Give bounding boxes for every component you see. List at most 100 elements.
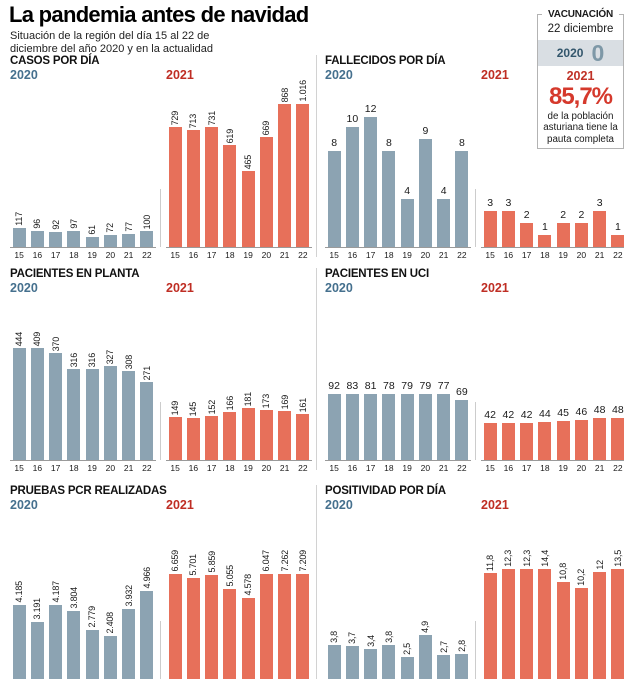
subtitle-line-1: Situación de la región del día 15 al 22 …: [10, 30, 210, 42]
bar-2020-day-21: [437, 394, 451, 460]
bar-value-label: 46: [575, 406, 588, 418]
bar-value-label: 92: [50, 220, 61, 230]
bar-column-2020-21: 77: [435, 380, 453, 460]
bar-value-label: 79: [419, 380, 432, 392]
bar-column-2020-20: 79: [416, 380, 434, 460]
bar-value-label: 166: [224, 395, 235, 410]
panel-title: POSITIVIDAD POR DÍA: [325, 485, 446, 497]
bar-column-2021-16: 5.701: [184, 550, 202, 679]
bar-value-label: 117: [14, 212, 25, 226]
x-axis-days-2020: 15 16 17 18 19 20 21 22: [325, 463, 471, 473]
day-tick-label: 17: [206, 250, 217, 260]
panel-title: CASOS POR DÍA: [10, 55, 100, 67]
bar-column-2021-17: 42: [518, 380, 536, 460]
bar-2021-day-22: [611, 235, 624, 247]
bar-column-2021-22: 7.209: [294, 550, 312, 679]
bar-value-label: 81: [364, 380, 377, 392]
bar-2020-day-18: [382, 151, 396, 247]
bar-2020-day-22: [140, 382, 154, 460]
bar-chart-2020: 444 409 370 316 316 327 308 271: [10, 332, 156, 461]
bar-value-label: 1: [541, 221, 548, 233]
bar-2021-day-19: [241, 598, 255, 679]
bar-2021-day-19: [556, 421, 570, 460]
day-tick-label: 17: [365, 463, 376, 473]
bar-2021-day-21: [593, 572, 607, 679]
bar-2021-day-22: [296, 103, 310, 247]
bar-value-label: 181: [243, 391, 254, 406]
bar-value-label: 4,9: [420, 621, 431, 633]
bar-2021-day-17: [205, 575, 219, 679]
day-tick-label: 19: [243, 250, 253, 260]
vaccination-2021-block: 2021 85,7% de la población asturiana tie…: [538, 66, 623, 145]
bar-value-label: 4.966: [141, 567, 152, 589]
bar-column-2020-18: 3.804: [65, 550, 83, 679]
mini-chart-separator: [160, 402, 161, 460]
bar-value-label: 5.055: [224, 565, 235, 587]
bar-value-label: 44: [539, 408, 551, 420]
series-label-2021: 2021: [166, 281, 194, 295]
vaccination-2021-value: 85,7%: [548, 82, 613, 110]
day-tick-label: 16: [188, 463, 199, 473]
day-tick-label: 21: [438, 250, 449, 260]
bar-column-2021-21: 48: [591, 380, 609, 460]
bar-value-label: 14,4: [539, 550, 550, 567]
mini-chart-separator: [475, 621, 476, 679]
day-tick-label: 18: [540, 250, 550, 260]
bar-2021-day-15: [483, 573, 497, 679]
bar-2021-day-15: [483, 211, 497, 247]
bar-column-2020-15: 117: [10, 80, 28, 247]
bar-2021-day-21: [593, 211, 607, 247]
series-label-2020: 2020: [10, 68, 38, 82]
bar-value-label: 1.016: [297, 80, 308, 102]
bar-2020-day-17: [364, 117, 378, 247]
day-tick-label: 21: [123, 250, 134, 260]
day-tick-label: 17: [50, 250, 61, 260]
bar-value-label: 465: [243, 154, 254, 169]
bar-value-label: 2,7: [438, 641, 449, 653]
bar-value-label: 316: [68, 352, 79, 367]
day-tick-label: 19: [402, 463, 412, 473]
x-axis-days-2021: 15 16 17 18 19 20 21 22: [481, 463, 624, 473]
day-tick-label: 20: [261, 463, 272, 473]
bar-2021-day-19: [556, 223, 570, 247]
bar-value-label: 3,8: [329, 631, 340, 643]
bar-2021-day-15: [168, 417, 182, 460]
bar-column-2021-22: 13,5: [609, 550, 624, 679]
bar-column-2021-16: 42: [499, 380, 517, 460]
bar-2020-day-19: [400, 394, 414, 460]
bar-value-label: 2,8: [456, 640, 467, 652]
bar-value-label: 83: [346, 380, 359, 392]
bar-column-2021-20: 46: [572, 380, 590, 460]
bar-2020-day-18: [382, 394, 396, 460]
day-tick-label: 15: [485, 463, 495, 473]
bar-column-2021-22: 48: [609, 380, 624, 460]
bar-column-2021-21: 12: [591, 550, 609, 679]
day-tick-label: 18: [384, 250, 394, 260]
bar-2021-day-16: [186, 130, 200, 247]
bar-column-2021-16: 12,3: [499, 550, 517, 679]
day-tick-label: 20: [105, 463, 116, 473]
bar-2020-day-17: [364, 649, 378, 679]
page-title: La pandemia antes de navidad: [9, 2, 309, 27]
bar-2020-day-17: [49, 605, 63, 679]
bar-value-label: 3: [505, 197, 512, 209]
panel-title: FALLECIDOS POR DÍA: [325, 55, 446, 67]
bar-chart-2020: 4.185 3.191 4.187 3.804 2.779 2.408 3.932 4.966: [10, 550, 156, 679]
bar-2020-day-16: [345, 127, 359, 247]
bar-column-2021-19: 2: [554, 103, 572, 247]
bar-column-2020-20: 2.408: [101, 550, 119, 679]
bar-column-2020-16: 3.191: [28, 550, 46, 679]
bar-2020-day-20: [103, 235, 117, 247]
bar-value-label: 97: [68, 219, 79, 229]
day-tick-label: 19: [87, 463, 97, 473]
bar-2021-day-17: [205, 416, 219, 460]
bar-value-label: 370: [50, 336, 61, 351]
bar-column-2020-22: 8: [453, 103, 471, 247]
bar-value-label: 2: [560, 209, 567, 221]
bar-2020-day-15: [12, 605, 26, 679]
bar-column-2021-22: 161: [294, 332, 312, 460]
bar-value-label: 42: [502, 409, 515, 421]
x-axis-days-2021: 15 16 17 18 19 20 21 22: [166, 463, 312, 473]
day-tick-label: 22: [613, 250, 623, 260]
day-tick-label: 18: [225, 463, 235, 473]
